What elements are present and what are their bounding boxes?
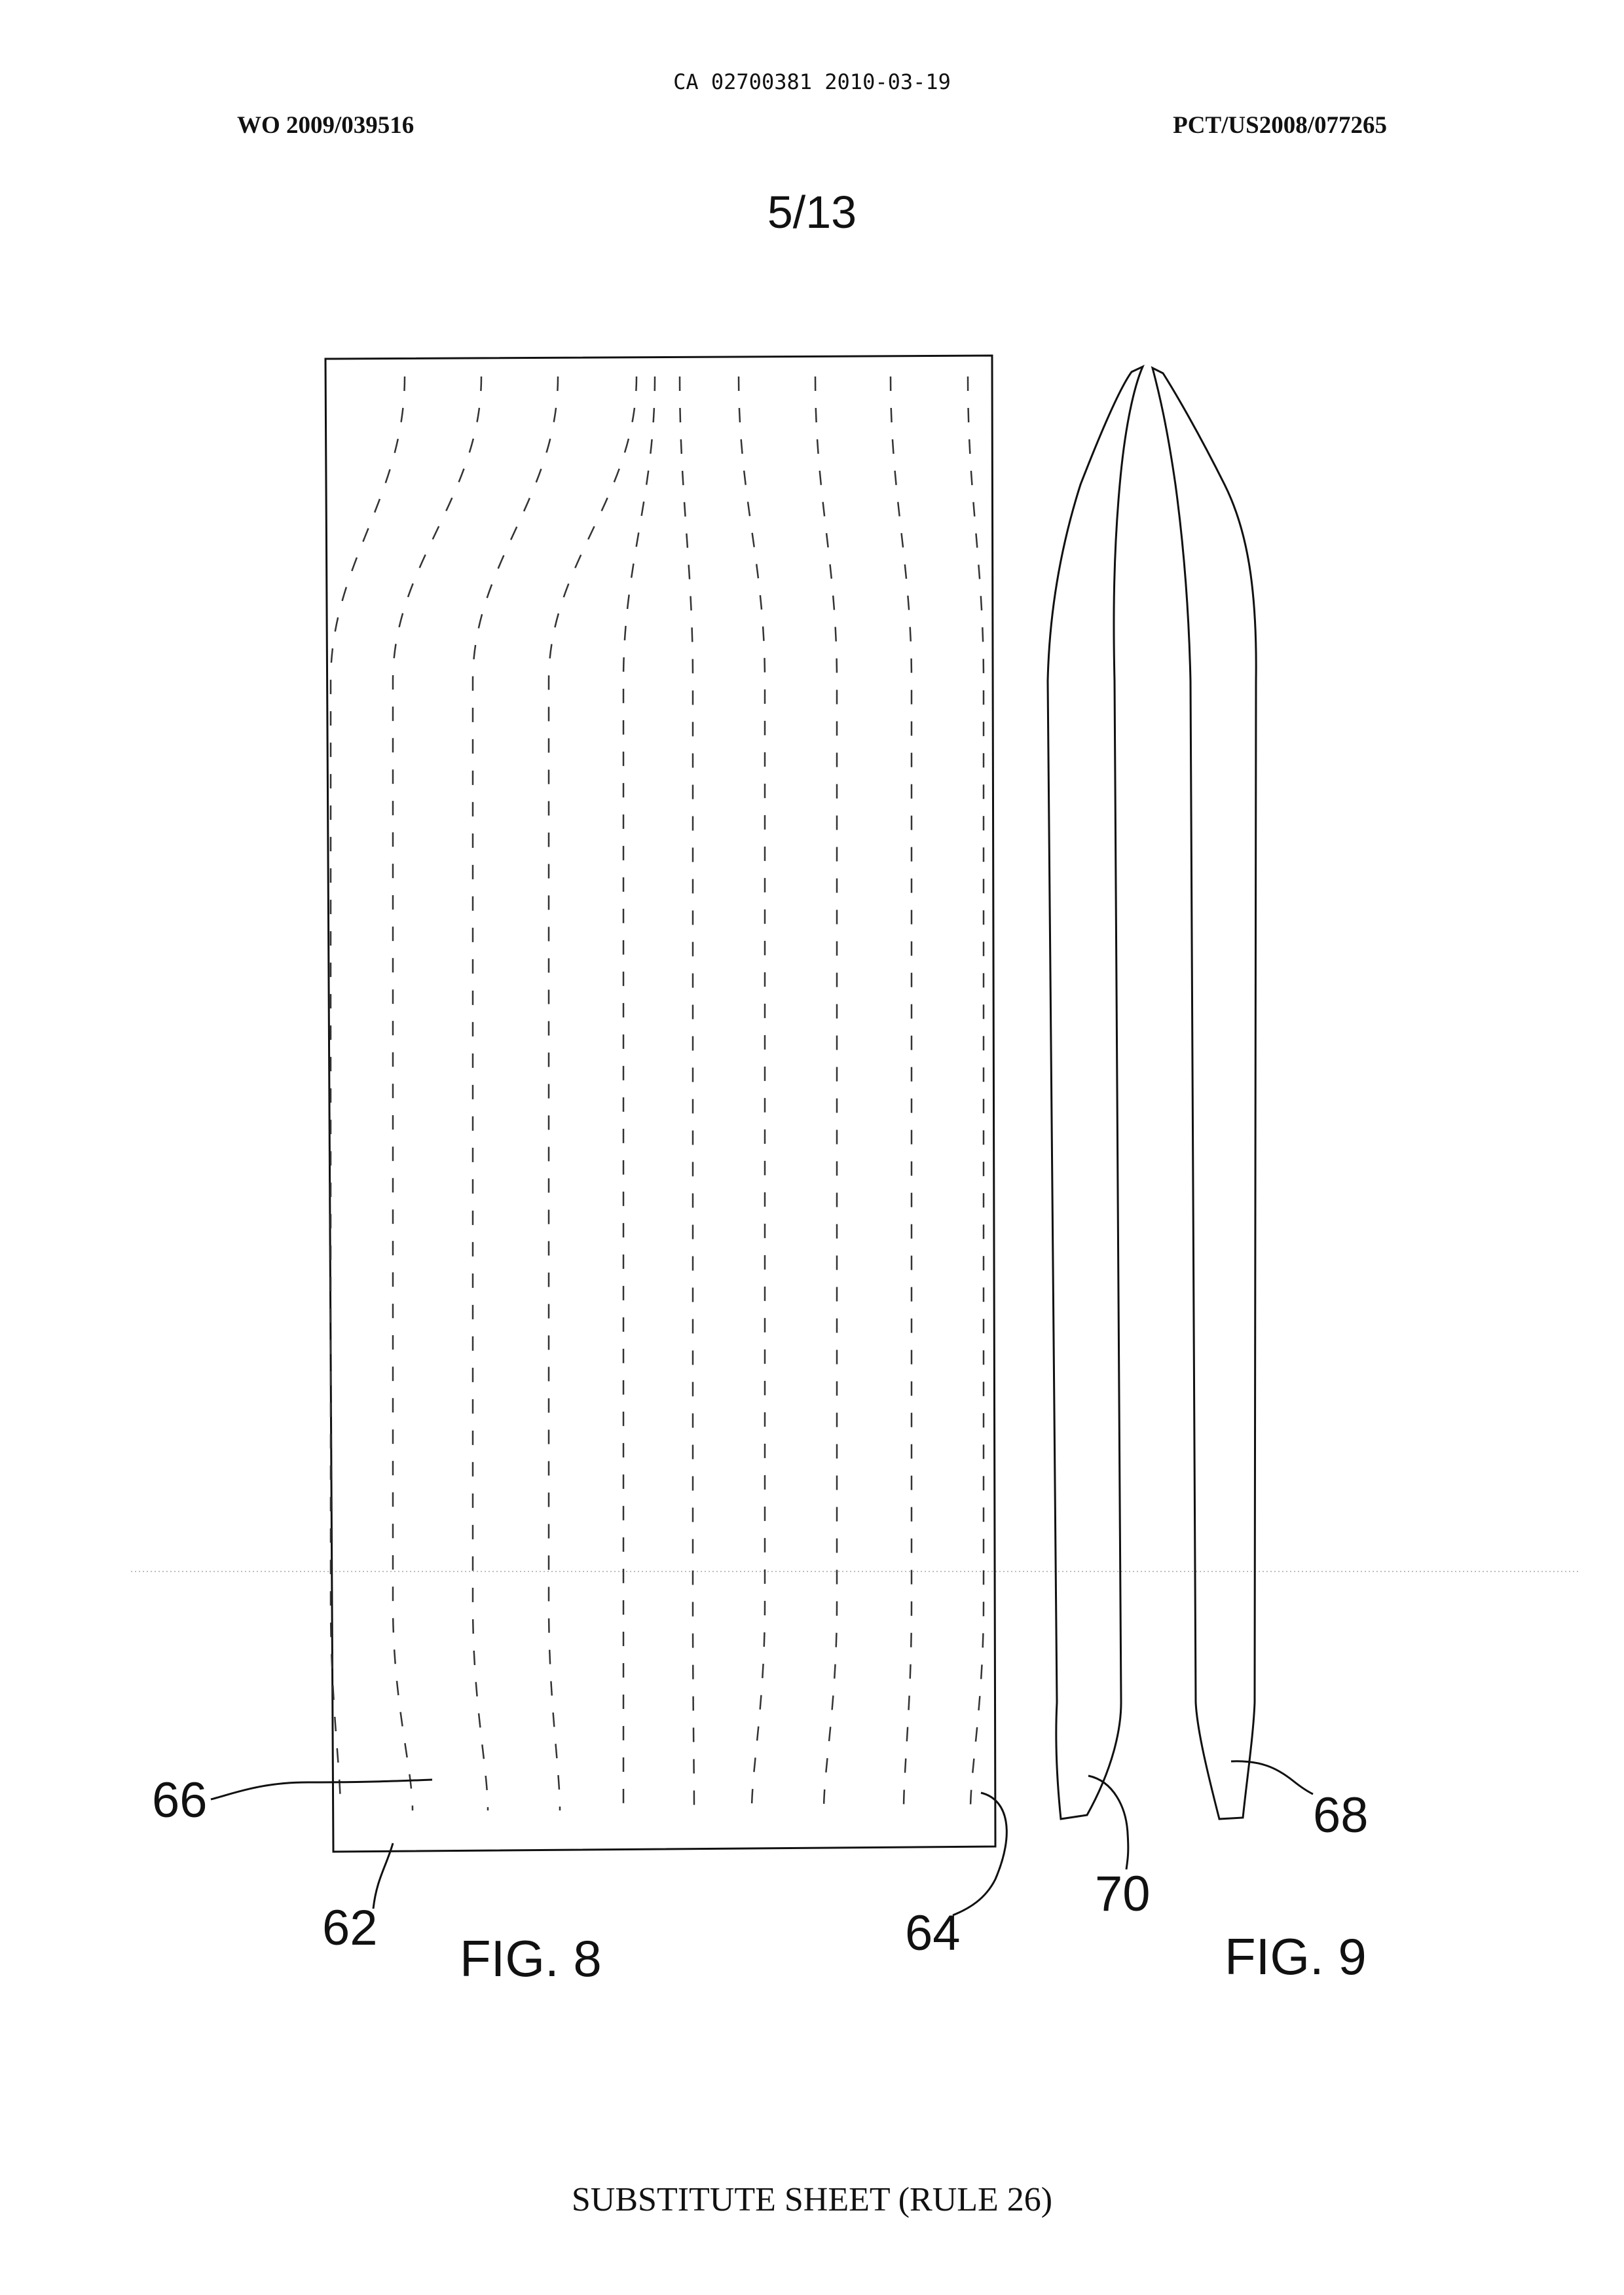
fig8-sheet-outline xyxy=(325,356,995,1852)
ref-label-66: 66 xyxy=(152,1772,208,1828)
fig9-right-panel xyxy=(1153,368,1256,1819)
fig9-drawing: 70 68 FIG. 9 xyxy=(1048,367,1369,1985)
ref-label-70: 70 xyxy=(1095,1866,1151,1922)
fold-line-2 xyxy=(393,376,481,1810)
leader-70 xyxy=(1088,1776,1128,1869)
footer-substitute-sheet: SUBSTITUTE SHEET (RULE 26) xyxy=(0,2180,1624,2219)
ref-label-62: 62 xyxy=(322,1900,378,1956)
fig9-caption: FIG. 9 xyxy=(1225,1928,1367,1985)
fig8-drawing: 66 62 64 FIG. 8 xyxy=(152,356,1006,1987)
fold-line-3 xyxy=(473,376,558,1810)
fold-line-5 xyxy=(623,376,655,1810)
fold-line-7 xyxy=(739,376,765,1810)
ref-label-64: 64 xyxy=(905,1905,961,1961)
fold-line-10 xyxy=(968,376,984,1810)
leader-68 xyxy=(1231,1761,1313,1794)
leader-62 xyxy=(373,1843,393,1909)
fold-line-4 xyxy=(549,376,637,1810)
fold-line-6 xyxy=(680,376,694,1810)
fold-line-8 xyxy=(815,376,837,1810)
leader-66 xyxy=(211,1780,432,1799)
fig9-left-panel xyxy=(1048,367,1143,1819)
fig8-fold-lines xyxy=(331,376,984,1810)
fold-line-9 xyxy=(891,376,912,1810)
ref-label-68: 68 xyxy=(1313,1788,1369,1843)
leader-64 xyxy=(953,1793,1006,1915)
fig8-caption: FIG. 8 xyxy=(460,1930,602,1987)
